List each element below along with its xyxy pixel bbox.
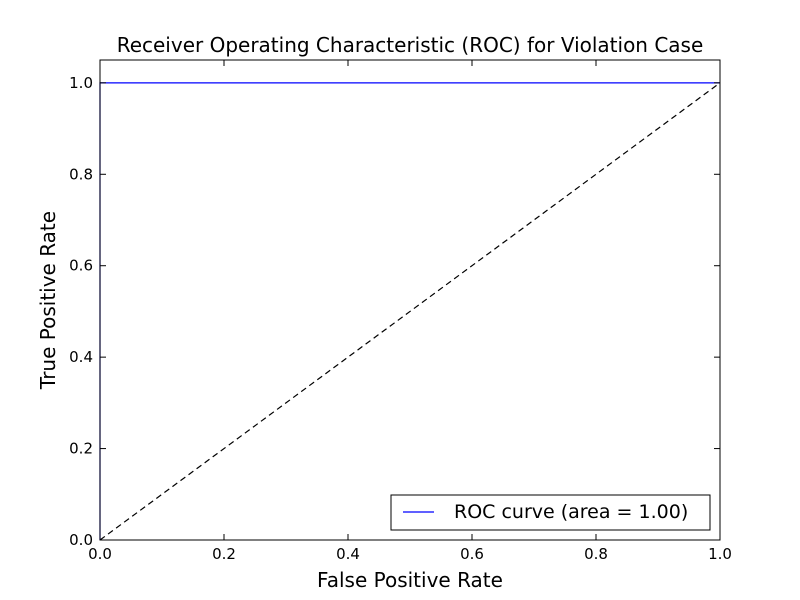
- chart-title: Receiver Operating Characteristic (ROC) …: [117, 33, 704, 57]
- legend-box: [390, 494, 711, 531]
- x-tick-label: 0.2: [212, 545, 236, 563]
- plot-frame: [99, 59, 721, 541]
- y-tick-label: 0.8: [69, 165, 93, 183]
- chance-diagonal-line: [99, 82, 721, 541]
- y-tick-label: 0.6: [69, 257, 93, 275]
- y-tick-label: 0.2: [69, 440, 93, 458]
- legend: ROC curve (area = 1.00): [390, 494, 711, 531]
- x-axis-title: False Positive Rate: [317, 568, 503, 592]
- y-tick-label: 1.0: [69, 74, 93, 92]
- y-axis-title: True Positive Rate: [36, 211, 60, 390]
- y-tick-label: 0.0: [69, 531, 93, 549]
- x-tick-label: 1.0: [708, 545, 732, 563]
- x-tick-label: 0.0: [88, 545, 112, 563]
- plot-area: [99, 82, 721, 541]
- x-tick-label: 0.8: [584, 545, 608, 563]
- y-tick-label: 0.4: [69, 348, 93, 366]
- legend-label: ROC curve (area = 1.00): [454, 501, 688, 523]
- axis-ticks: 0.0 0.2 0.4 0.6 0.8 1.0 0.0 0.2 0.4 0.6 0.8 1.0: [69, 60, 732, 563]
- x-tick-label: 0.4: [336, 545, 360, 563]
- x-tick-label: 0.6: [460, 545, 484, 563]
